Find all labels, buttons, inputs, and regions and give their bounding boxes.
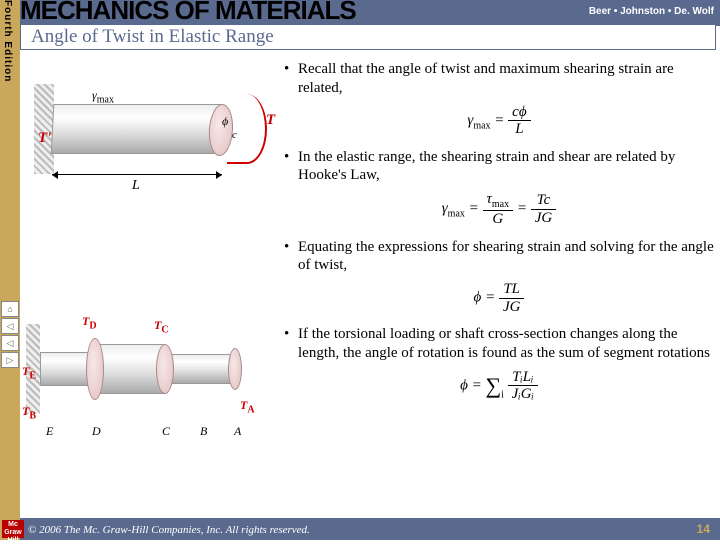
figure-stepped-shaft: TE TD TC TB TA E D C B A <box>22 304 272 444</box>
torque-label-wall: T' <box>38 130 51 147</box>
home-icon[interactable]: ⌂ <box>1 301 19 317</box>
figures-column: T T' γmax ϕ c L TE TD TC TB TA E D C B A <box>22 54 280 514</box>
figure-single-shaft: T T' γmax ϕ c L <box>22 74 272 214</box>
equation-1: γmax = cϕL <box>284 104 714 138</box>
torque-label: T <box>266 112 275 129</box>
point-a: A <box>234 424 241 439</box>
disk-d <box>86 338 104 400</box>
bullet-2: In the elastic range, the shearing strai… <box>284 148 714 186</box>
equation-3: ϕ = TLJG <box>284 281 714 315</box>
prev-icon[interactable]: ◁ <box>1 318 19 334</box>
bullet-1: Recall that the angle of twist and maxim… <box>284 60 714 98</box>
shaft-cylinder <box>51 104 224 154</box>
point-e: E <box>46 424 53 439</box>
edition-spine: Fourth Edition <box>0 0 20 540</box>
equation-4: ϕ = ∑i TᵢLᵢJᵢGᵢ <box>284 369 714 403</box>
disk-a <box>228 348 242 390</box>
authors: Beer • Johnston • De. Wolf <box>589 6 714 17</box>
segment-cb <box>164 354 234 384</box>
torque-c: TC <box>154 318 169 335</box>
bullet-3: Equating the expressions for shearing st… <box>284 238 714 276</box>
bullet-4: If the torsional loading or shaft cross-… <box>284 325 714 363</box>
slide-subtitle: Angle of Twist in Elastic Range <box>31 26 274 48</box>
disk-c <box>156 344 174 394</box>
content-area: T T' γmax ϕ c L TE TD TC TB TA E D C B A <box>22 54 718 514</box>
length-dimension <box>52 174 222 175</box>
point-c: C <box>162 424 170 439</box>
length-label: L <box>132 178 140 194</box>
next-icon[interactable]: ▷ <box>1 352 19 368</box>
segment-dc <box>94 344 164 394</box>
copyright: © 2006 The Mc. Graw-Hill Companies, Inc.… <box>28 524 310 536</box>
publisher-logo: Mc Graw Hill <box>2 520 24 538</box>
radius-label: c <box>232 129 237 141</box>
point-b: B <box>200 424 207 439</box>
edition-label: Fourth Edition <box>2 0 13 82</box>
torque-d: TD <box>82 314 97 331</box>
torque-a: TA <box>240 398 255 415</box>
point-d: D <box>92 424 101 439</box>
nav-icons: ⌂ ◁ ◁ ▷ <box>0 300 20 369</box>
torque-b: TB <box>22 404 36 421</box>
gamma-label: γmax <box>92 88 114 105</box>
page-number: 14 <box>697 522 710 536</box>
subtitle-box: Angle of Twist in Elastic Range <box>20 24 716 50</box>
back-icon[interactable]: ◁ <box>1 335 19 351</box>
torque-e: TE <box>22 364 36 381</box>
phi-label: ϕ <box>222 114 228 129</box>
text-column: Recall that the angle of twist and maxim… <box>284 54 714 413</box>
book-title: MECHANICS OF MATERIALS <box>20 0 356 26</box>
equation-2: γmax = τmaxG = TcJG <box>284 191 714 228</box>
